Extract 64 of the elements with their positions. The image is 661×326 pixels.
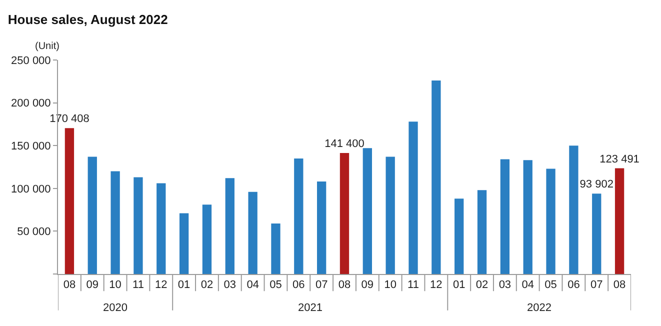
bar — [500, 159, 510, 274]
chart-title: House sales, August 2022 — [8, 12, 168, 27]
bar — [110, 171, 120, 274]
bar — [248, 192, 258, 274]
bar — [202, 204, 212, 274]
x-tick-label: 02 — [200, 279, 214, 292]
bar — [432, 80, 441, 274]
x-tick-label: 06 — [568, 279, 580, 292]
bar — [454, 198, 464, 274]
bar — [134, 177, 143, 274]
x-tick-label: 10 — [109, 279, 122, 292]
bar — [294, 158, 304, 274]
bar — [523, 160, 532, 274]
data-label: 170 408 — [50, 113, 90, 126]
text: 2020 — [103, 302, 128, 314]
x-tick-label: 03 — [224, 279, 236, 292]
bar — [179, 213, 189, 274]
bar — [569, 146, 578, 274]
x-tick-label: 11 — [408, 279, 419, 292]
x-tick-label: 07 — [590, 279, 603, 292]
bar — [614, 168, 624, 274]
x-tick-label: 12 — [430, 279, 442, 292]
y-axis-title: (Unit) — [35, 41, 60, 52]
x-tick-label: 05 — [270, 279, 282, 292]
x-tick-label: 02 — [476, 279, 488, 292]
text: 2021 — [298, 302, 322, 314]
bar — [64, 128, 74, 274]
data-label: 123 491 — [600, 153, 640, 166]
bar — [477, 190, 487, 274]
x-tick-label: 03 — [498, 279, 512, 292]
y-tick-label: 250 000 — [11, 54, 51, 67]
x-tick-label: 01 — [178, 279, 190, 292]
bar — [592, 194, 602, 274]
x-tick-label: 05 — [544, 279, 557, 292]
y-tick-label: 200 000 — [11, 98, 51, 110]
x-tick-label: 07 — [315, 279, 328, 292]
x-tick-label: 08 — [63, 279, 76, 292]
bar — [362, 148, 372, 274]
x-tick-label: 10 — [384, 279, 396, 292]
bar — [156, 183, 166, 274]
bar — [340, 152, 350, 274]
y-tick-label: 100 000 — [11, 183, 51, 196]
bar — [408, 122, 418, 274]
text: 2022 — [527, 302, 552, 314]
data-label: 93 902 — [580, 178, 614, 191]
x-tick-label: 09 — [86, 279, 99, 292]
x-tick-label: 09 — [361, 279, 374, 292]
x-tick-label: 06 — [292, 279, 305, 292]
x-tick-label: 08 — [613, 279, 626, 292]
y-tick-label: 50 000 — [17, 226, 51, 238]
bar — [271, 224, 280, 274]
bar — [88, 156, 97, 274]
x-tick-label: 04 — [522, 279, 534, 292]
x-tick-label: 04 — [246, 279, 259, 292]
y-tick-label: 150 000 — [11, 140, 51, 152]
x-tick-label: 11 — [132, 279, 144, 292]
bar — [317, 182, 326, 274]
bar — [386, 156, 395, 274]
x-tick-label: 12 — [155, 279, 168, 292]
x-tick-label: 01 — [452, 279, 466, 292]
x-tick-label: 08 — [338, 279, 351, 292]
bar — [546, 168, 556, 274]
bar — [225, 178, 234, 274]
data-label: 141 400 — [324, 138, 364, 150]
